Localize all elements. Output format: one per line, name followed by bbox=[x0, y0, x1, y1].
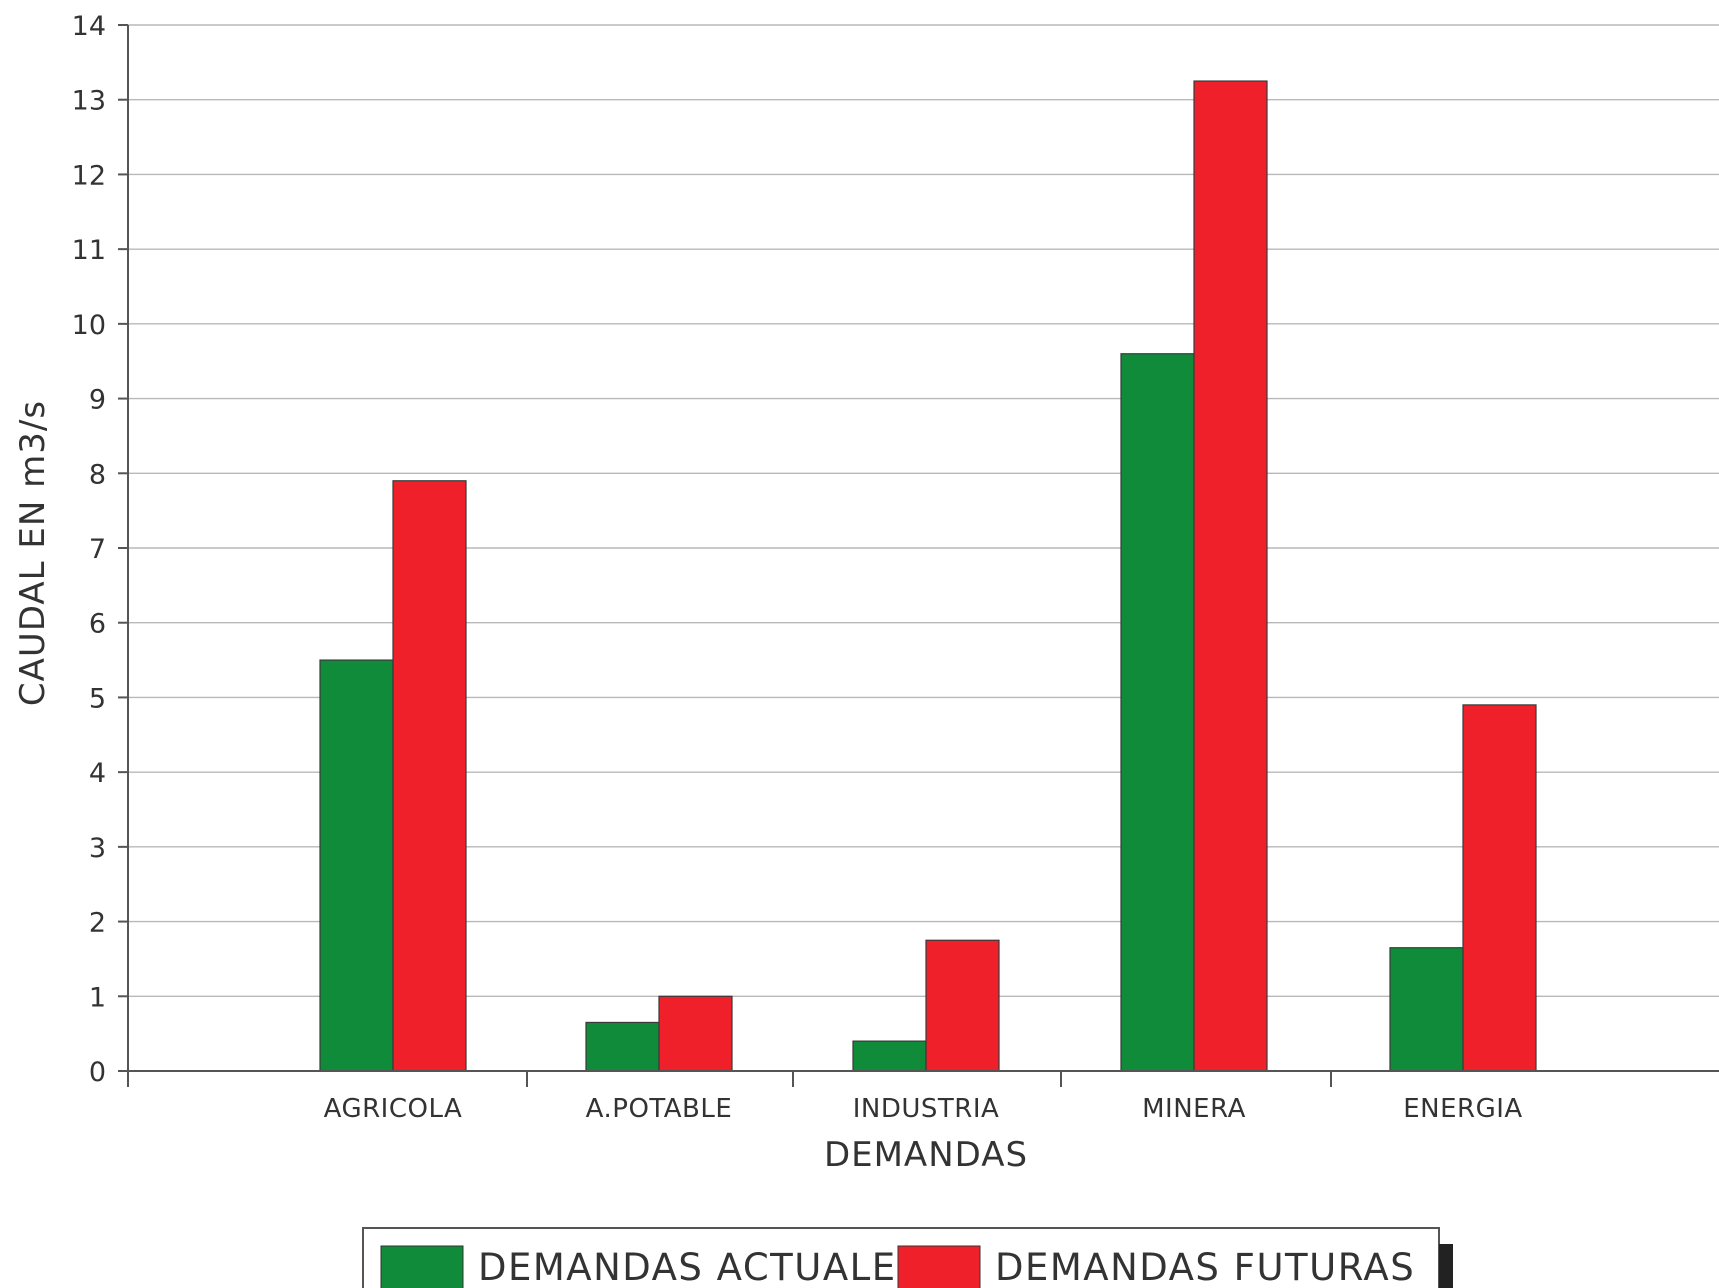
legend: DEMANDAS ACTUALES DEMANDAS FUTURAS bbox=[362, 1227, 1453, 1288]
x-axis-title: DEMANDAS bbox=[824, 1135, 1028, 1175]
bar-industria-futuras bbox=[925, 939, 1000, 1072]
y-tick-label: 14 bbox=[72, 11, 106, 42]
y-tick-label: 3 bbox=[89, 833, 106, 864]
legend-label-futuras: DEMANDAS FUTURAS bbox=[995, 1246, 1415, 1288]
bar-apotable-actuales bbox=[585, 1021, 660, 1072]
bar-agricola-futuras bbox=[392, 480, 467, 1072]
y-tick-label: 2 bbox=[89, 908, 106, 939]
y-tick-label: 7 bbox=[89, 534, 106, 565]
x-tick-label: ENERGIA bbox=[1403, 1094, 1522, 1124]
y-tick-label: 4 bbox=[89, 758, 106, 789]
x-tick-label: A.POTABLE bbox=[586, 1094, 733, 1124]
x-tick-label: MINERA bbox=[1142, 1094, 1246, 1124]
bars bbox=[319, 80, 1537, 1072]
y-tick-label: 6 bbox=[89, 609, 106, 640]
y-axis-title: CAUDAL EN m3/s bbox=[13, 400, 53, 706]
bar-energia-futuras bbox=[1462, 704, 1537, 1072]
legend-label-actuales: DEMANDAS ACTUALES bbox=[478, 1246, 922, 1288]
y-tick-label: 13 bbox=[72, 86, 106, 117]
y-tick-label: 5 bbox=[89, 683, 106, 714]
x-axis-ticks: AGRICOLA A.POTABLE INDUSTRIA MINERA ENERGIA bbox=[324, 1071, 1522, 1124]
x-tick-label: AGRICOLA bbox=[324, 1094, 463, 1124]
y-tick-label: 0 bbox=[89, 1057, 106, 1088]
y-tick-label: 1 bbox=[89, 982, 106, 1013]
bar-minera-actuales bbox=[1120, 353, 1195, 1072]
legend-swatch-actuales bbox=[380, 1245, 464, 1288]
legend-shadow bbox=[1439, 1244, 1453, 1288]
bar-industria-actuales bbox=[852, 1040, 927, 1072]
bar-apotable-futuras bbox=[658, 995, 733, 1072]
y-tick-label: 8 bbox=[89, 459, 106, 490]
bar-minera-futuras bbox=[1193, 80, 1268, 1072]
bar-energia-actuales bbox=[1389, 947, 1464, 1072]
y-tick-label: 10 bbox=[72, 310, 106, 341]
bar-agricola-actuales bbox=[319, 659, 394, 1072]
y-tick-label: 12 bbox=[72, 160, 106, 191]
y-tick-label: 9 bbox=[89, 385, 106, 416]
x-tick-label: INDUSTRIA bbox=[853, 1094, 1000, 1124]
y-tick-label: 11 bbox=[72, 235, 106, 266]
legend-swatch-futuras bbox=[897, 1245, 981, 1288]
